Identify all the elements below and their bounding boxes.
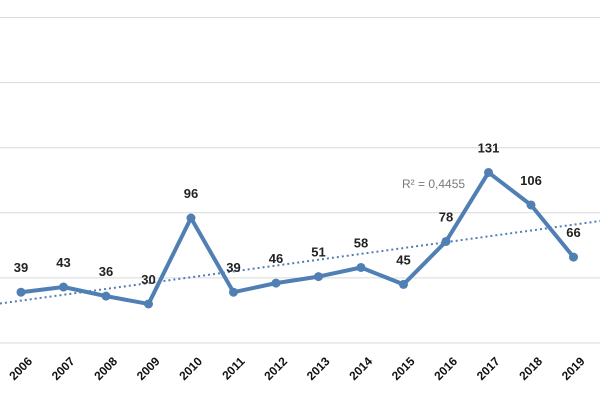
x-tick-label: 2014 xyxy=(346,354,375,383)
data-label: 78 xyxy=(439,209,453,224)
data-label: 46 xyxy=(269,251,283,266)
x-tick-label: 2010 xyxy=(176,354,205,383)
x-tick-label: 2009 xyxy=(134,354,163,383)
x-tick-label: 2019 xyxy=(559,354,588,383)
data-point xyxy=(186,213,196,223)
data-point xyxy=(569,252,578,262)
data-label: 43 xyxy=(56,255,70,270)
data-point xyxy=(229,287,238,297)
series-line xyxy=(20,170,576,306)
data-point xyxy=(144,299,153,309)
data-point xyxy=(59,282,68,292)
data-point xyxy=(101,291,111,301)
data-label: 96 xyxy=(184,186,198,201)
x-tick-label: 2015 xyxy=(389,354,418,383)
data-labels: 39 43 36 30 96 39 46 51 58 45 78 131 106 66 xyxy=(14,140,581,287)
x-tick-label: 2012 xyxy=(261,354,290,383)
data-point xyxy=(526,200,536,210)
x-tick-label: 2013 xyxy=(304,354,333,383)
data-point xyxy=(441,236,451,246)
data-point xyxy=(271,278,281,288)
data-label: 51 xyxy=(311,245,325,260)
data-label: 106 xyxy=(520,173,542,188)
x-tick-label: 2016 xyxy=(431,354,460,383)
data-label: 30 xyxy=(141,272,155,287)
data-point xyxy=(356,262,366,272)
x-tick-label: 2018 xyxy=(516,354,545,383)
x-tick-label: 2008 xyxy=(91,354,120,383)
x-tick-label: 2006 xyxy=(6,354,35,383)
x-tick-label: 2007 xyxy=(49,354,78,383)
data-points xyxy=(16,167,578,309)
x-axis-ticks: 2006 2007 2008 2009 2010 2011 2012 2013 2014 2015… xyxy=(6,354,588,383)
data-label: 36 xyxy=(99,264,113,279)
r-squared-label: R² = 0,4455 xyxy=(402,177,465,191)
data-label: 131 xyxy=(478,140,500,155)
data-point xyxy=(16,287,26,297)
x-tick-label: 2011 xyxy=(219,354,248,383)
data-point xyxy=(484,167,493,177)
data-point xyxy=(399,279,408,289)
data-label: 39 xyxy=(14,260,28,275)
data-label: 39 xyxy=(226,260,240,275)
data-point xyxy=(314,272,323,282)
data-label: 45 xyxy=(396,252,410,267)
trendline xyxy=(0,220,600,305)
gridlines xyxy=(0,17,600,344)
data-label: 58 xyxy=(354,235,368,250)
data-label: 66 xyxy=(566,225,580,240)
x-tick-label: 2017 xyxy=(474,354,503,383)
